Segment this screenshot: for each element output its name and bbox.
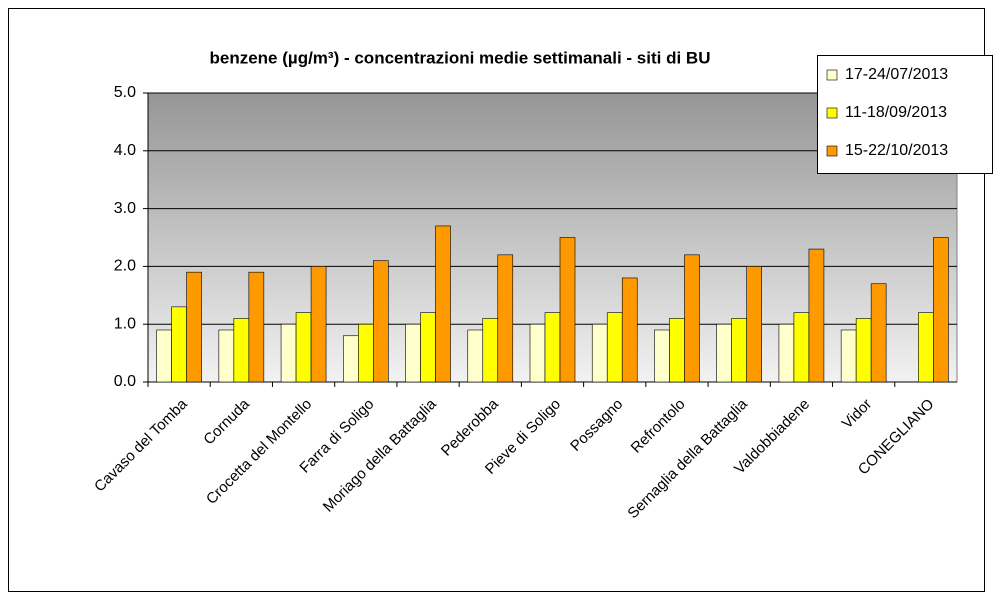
chart-title: benzene (µg/m³) - concentrazioni medie s…	[210, 48, 711, 67]
y-tick-label: 3.0	[114, 200, 136, 217]
bar	[186, 271, 202, 383]
bar	[933, 237, 949, 383]
bar	[606, 312, 623, 383]
bar	[420, 312, 436, 383]
bar	[654, 329, 670, 383]
legend-label: 17-24/07/2013	[845, 66, 948, 83]
bar	[171, 306, 187, 383]
bar	[544, 312, 561, 383]
bar	[778, 323, 795, 383]
y-tick-label: 5.0	[114, 84, 136, 101]
bar	[343, 335, 359, 383]
bar	[684, 254, 700, 383]
legend-swatch	[826, 145, 838, 157]
y-tick-label: 2.0	[114, 258, 136, 275]
bar	[482, 318, 499, 383]
bar	[248, 271, 265, 383]
legend-label: 15-22/10/2013	[845, 142, 948, 159]
bar	[855, 318, 872, 383]
bar	[559, 237, 576, 383]
bar	[918, 312, 934, 383]
bar	[840, 329, 857, 383]
bar	[218, 329, 235, 383]
bar	[591, 323, 608, 383]
bar	[358, 323, 374, 383]
bar	[497, 254, 514, 383]
bar	[669, 318, 685, 383]
bar	[808, 248, 825, 383]
legend	[817, 55, 993, 174]
bar	[793, 312, 810, 383]
legend-swatch	[826, 69, 838, 81]
bar	[529, 323, 546, 383]
legend-label: 11-18/09/2013	[845, 104, 947, 121]
bar	[435, 225, 451, 383]
bar	[280, 323, 297, 383]
y-tick-label: 1.0	[114, 315, 136, 332]
bar	[405, 323, 421, 383]
bar	[716, 323, 732, 383]
bar	[870, 283, 887, 383]
bar	[467, 329, 484, 383]
bar	[746, 266, 762, 383]
bar	[233, 318, 250, 383]
bar	[373, 260, 389, 383]
bar	[295, 312, 312, 383]
y-tick-label: 0.0	[114, 373, 136, 390]
bar	[156, 329, 172, 383]
bar	[731, 318, 747, 383]
y-tick-label: 4.0	[114, 142, 136, 159]
legend-swatch	[826, 107, 838, 119]
bar	[621, 277, 638, 383]
bar	[310, 266, 327, 383]
